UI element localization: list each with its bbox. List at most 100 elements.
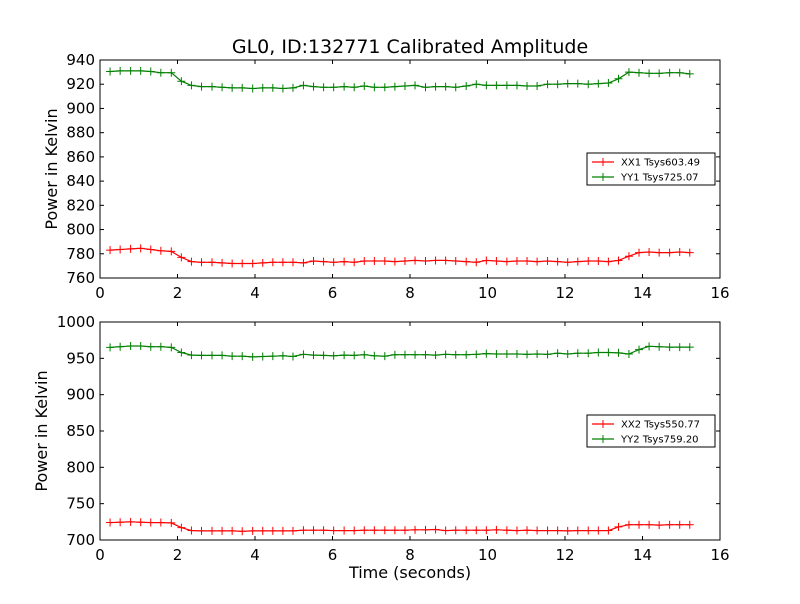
top-series-2-point: [390, 82, 399, 91]
bottom-series-1-point: [238, 527, 247, 536]
top-series-1-point: [523, 257, 532, 266]
bottom-series-2-point: [512, 349, 521, 358]
top-series-1-point: [187, 257, 196, 266]
top-series-2-point: [502, 81, 511, 90]
top-series-1-point: [594, 257, 603, 266]
top-series-1-point: [573, 257, 582, 266]
top-series-2-point: [299, 81, 308, 90]
top-series-2-point: [462, 82, 471, 91]
bottom-series-1-point: [329, 526, 338, 535]
bottom-series-1-point: [624, 520, 633, 529]
top-series-line-2: [110, 70, 690, 90]
top-series-1-point: [492, 257, 501, 266]
top-series-1-point: [502, 257, 511, 266]
bottom-x-tick-label: 14: [633, 546, 652, 564]
top-series-1-point: [228, 259, 237, 268]
bottom-series-1-point: [584, 526, 593, 535]
top-y-tick-label: 940: [66, 51, 95, 69]
top-series-2-point: [614, 74, 623, 83]
x-axis-label: Time (seconds): [348, 563, 471, 582]
top-series-1-point: [512, 257, 521, 266]
bottom-series-1-point: [156, 518, 165, 527]
top-series-2-point: [288, 83, 297, 92]
top-series-1-point: [421, 257, 430, 266]
top-series-1-point: [400, 257, 409, 266]
top-series-2-point: [584, 80, 593, 89]
bottom-series-2-point: [126, 341, 135, 350]
top-series-2-point: [228, 83, 237, 92]
bottom-series-2-point: [319, 351, 328, 360]
top-series-2-point: [268, 83, 277, 92]
bottom-series-2-point: [268, 352, 277, 361]
bottom-series-1-point: [675, 520, 684, 529]
bottom-x-tick-label: 6: [328, 546, 338, 564]
bottom-series-2-point: [248, 352, 257, 361]
top-series-2-point: [675, 68, 684, 77]
top-series-2-point: [218, 83, 227, 92]
top-series-2-point: [146, 67, 155, 76]
bottom-series-1-point: [421, 525, 430, 534]
top-series-2-point: [533, 82, 542, 91]
bottom-legend: XX2 Tsys550.77 YY2 Tsys759.20: [586, 414, 716, 448]
bottom-series-2-point: [492, 349, 501, 358]
bottom-series-2-point: [390, 350, 399, 359]
top-series-1-point: [278, 258, 287, 267]
bottom-series-1-point: [116, 518, 125, 527]
bottom-series-1-point: [492, 525, 501, 534]
top-series-1-point: [462, 257, 471, 266]
top-series-1-point: [167, 247, 176, 256]
bottom-series-1-point: [197, 526, 206, 535]
top-series-2-point: [197, 82, 206, 91]
top-y-tick-label: 900: [66, 99, 95, 117]
bottom-series-2-point: [360, 350, 369, 359]
top-series-1-point: [604, 257, 613, 266]
bottom-y-tick-label: 950: [66, 349, 95, 367]
bottom-series-2-point: [594, 348, 603, 357]
top-series-2-point: [319, 83, 328, 92]
top-series-2-point: [472, 80, 481, 89]
bottom-y-tick-label: 1000: [57, 313, 95, 331]
top-y-tick-label: 820: [66, 196, 95, 214]
top-series-1-point: [482, 256, 491, 265]
top-series-1-point: [136, 244, 145, 253]
bottom-series-1-point: [553, 526, 562, 535]
top-series-2-point: [258, 83, 267, 92]
bottom-series-2-point: [685, 343, 694, 352]
bottom-series-1-point: [309, 526, 318, 535]
top-series-1-point: [380, 257, 389, 266]
top-series-1-point: [238, 259, 247, 268]
top-series-1-point: [411, 256, 420, 265]
bottom-series-1-point: [685, 520, 694, 529]
bottom-series-2-point: [553, 349, 562, 358]
bottom-series-2-point: [370, 351, 379, 360]
bottom-y-tick-label: 900: [66, 386, 95, 404]
bottom-series-2-point: [207, 351, 216, 360]
bottom-series-1-point: [462, 526, 471, 535]
top-series-1-point: [543, 257, 552, 266]
bottom-series-2-point: [156, 342, 165, 351]
top-series-2-point: [665, 68, 674, 77]
bottom-x-tick-label: 16: [710, 546, 729, 564]
top-series-2-point: [238, 83, 247, 92]
top-series-1-point: [126, 244, 135, 253]
bottom-series-2-point: [645, 342, 654, 351]
bottom-series-2-point: [584, 349, 593, 358]
bottom-x-tick-label: 0: [95, 546, 105, 564]
bottom-series-2-point: [563, 349, 572, 358]
bottom-series-2-point: [533, 349, 542, 358]
bottom-series-1-point: [400, 526, 409, 535]
top-series-1-point: [258, 258, 267, 267]
top-x-tick-label: 0: [95, 284, 105, 302]
bottom-series-1-point: [655, 521, 664, 530]
top-series-1-point: [116, 245, 125, 254]
bottom-series-1-point: [207, 526, 216, 535]
top-series-2-point: [329, 83, 338, 92]
top-series-1-point: [431, 256, 440, 265]
bottom-series-2-point: [614, 348, 623, 357]
top-x-tick-label: 14: [633, 284, 652, 302]
bottom-legend-box: [586, 414, 716, 448]
top-series-2-point: [573, 79, 582, 88]
bottom-series-1-point: [350, 526, 359, 535]
bottom-series-1-point: [411, 525, 420, 534]
